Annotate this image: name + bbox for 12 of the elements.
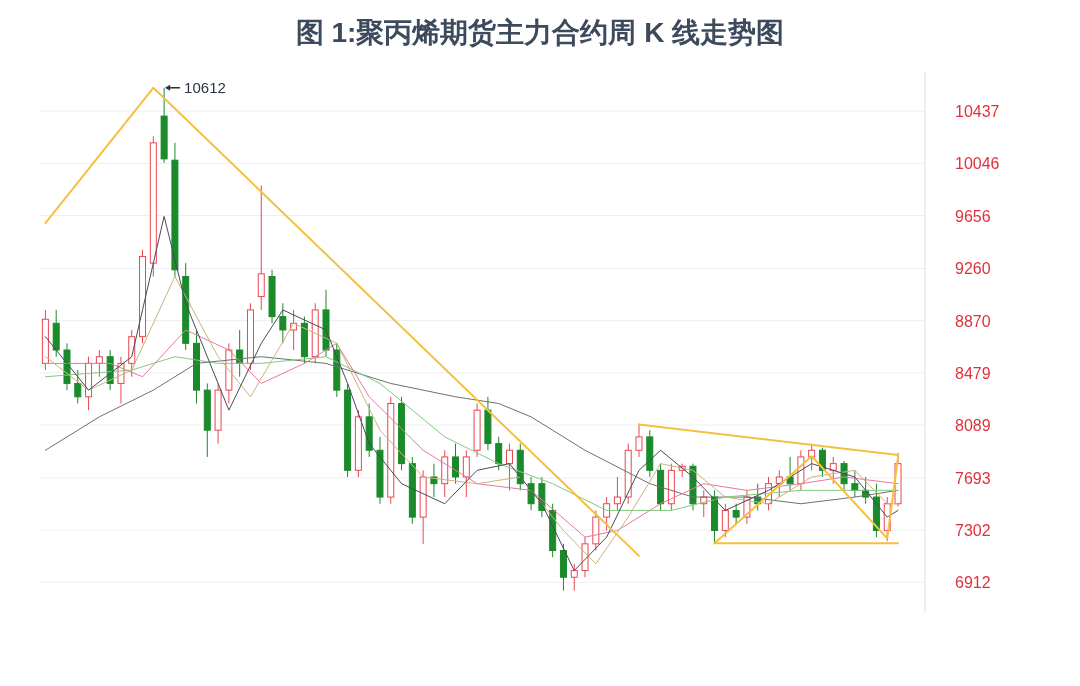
annotation: 10612	[184, 78, 226, 96]
y-tick-label: 6912	[955, 574, 991, 592]
y-tick-label: 10046	[955, 155, 1000, 173]
y-tick-label: 9656	[955, 207, 991, 225]
chart-title: 图 1:聚丙烯期货主力合约周 K 线走势图	[295, 17, 785, 48]
y-tick-label: 7302	[955, 522, 991, 540]
y-tick-label: 9260	[955, 260, 991, 278]
y-tick-label: 8870	[955, 312, 991, 330]
y-tick-label: 8479	[955, 364, 991, 382]
y-tick-label: 10437	[955, 103, 1000, 121]
y-tick-label: 7693	[955, 469, 991, 487]
y-tick-label: 8089	[955, 417, 991, 434]
